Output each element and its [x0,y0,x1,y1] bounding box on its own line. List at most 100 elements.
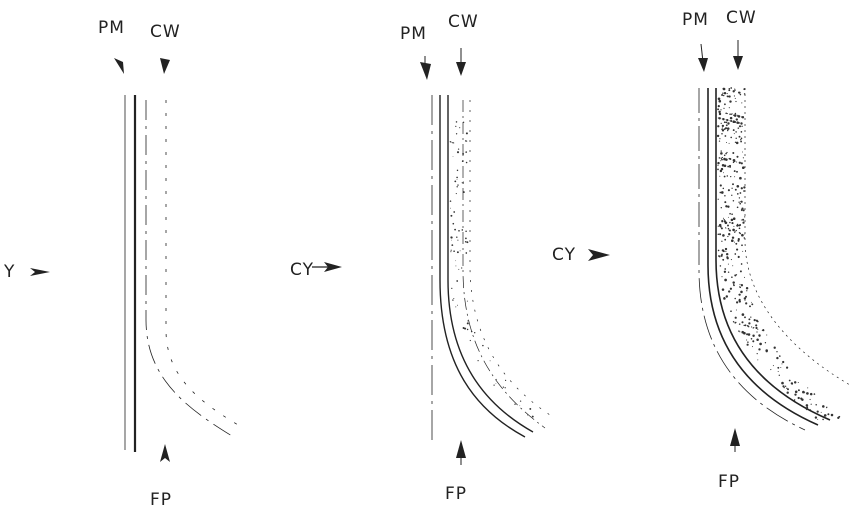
dot [727,263,729,265]
dot [815,403,817,406]
dot [816,410,819,413]
dot [756,353,758,355]
dot [748,318,751,321]
dot [781,381,784,385]
dot [726,142,727,143]
dot [723,94,725,97]
dot [474,332,476,334]
dot [719,138,721,140]
dot [738,330,740,332]
dot [739,176,742,180]
dot [751,303,754,306]
dot [755,324,758,327]
wall-line [145,100,233,437]
dot [740,139,742,141]
dot [733,284,735,287]
dot [717,233,720,235]
dot [454,228,456,231]
dot [762,329,765,332]
dot [477,360,479,362]
dot [724,221,728,225]
dot [721,129,725,132]
dot [765,349,768,352]
dot [718,117,721,120]
dot [720,167,724,171]
dot [450,236,453,239]
dot [720,227,723,230]
dot [452,156,454,157]
dot [725,252,729,256]
dot [453,297,455,300]
dot [721,249,725,252]
dot [738,161,741,164]
dot [462,152,465,155]
dot [738,197,741,199]
dot [731,239,734,242]
dot [455,193,457,195]
dot [746,333,749,336]
dot [741,210,743,212]
dot [454,180,457,183]
dot [786,387,788,389]
dot [725,295,729,298]
dot [451,239,452,241]
dot [720,122,722,125]
arrowhead [456,440,466,458]
dot [459,127,461,129]
dot [732,158,736,162]
dot [728,157,731,160]
dot [729,116,733,120]
dot [755,319,759,322]
dot [723,107,725,109]
arrowhead [733,56,743,70]
dot [740,187,743,190]
dot [735,229,737,232]
dot [802,390,805,394]
membrane-line [439,95,526,438]
dot [450,251,452,253]
dot [730,87,733,89]
arrowhead [698,58,708,72]
panel-1: PM CW Y FP [3,18,244,510]
dot [724,238,727,241]
dot [455,125,457,127]
dot [725,227,727,229]
dot [457,184,459,186]
dot [734,97,736,99]
dot [495,383,497,385]
pm-label: PM [682,10,709,30]
arrowhead [420,62,431,80]
dot [734,231,736,233]
panel-2: PM CW CY FP [290,12,551,504]
dot [721,156,724,159]
dot [816,413,818,414]
dot [455,265,457,267]
dot [735,141,739,145]
dot [532,416,534,418]
dot [727,227,730,230]
dot [738,125,742,128]
dot [741,125,743,127]
dot [732,200,735,202]
dot [451,287,453,290]
dot [740,140,743,143]
dot [726,175,729,177]
dot [734,274,737,277]
dot [717,161,720,165]
dot [734,188,737,191]
dot [766,334,768,336]
dot [727,122,730,125]
dot [733,237,735,239]
dot [456,151,460,154]
arrowhead [160,58,170,74]
dot [731,213,733,215]
dot [719,169,723,173]
arrowhead [456,62,466,76]
dot [459,250,461,252]
dot [820,411,822,413]
wall-line [462,100,546,429]
dot [730,114,732,115]
dot [738,255,740,258]
dot [456,179,458,180]
dot [744,316,746,319]
